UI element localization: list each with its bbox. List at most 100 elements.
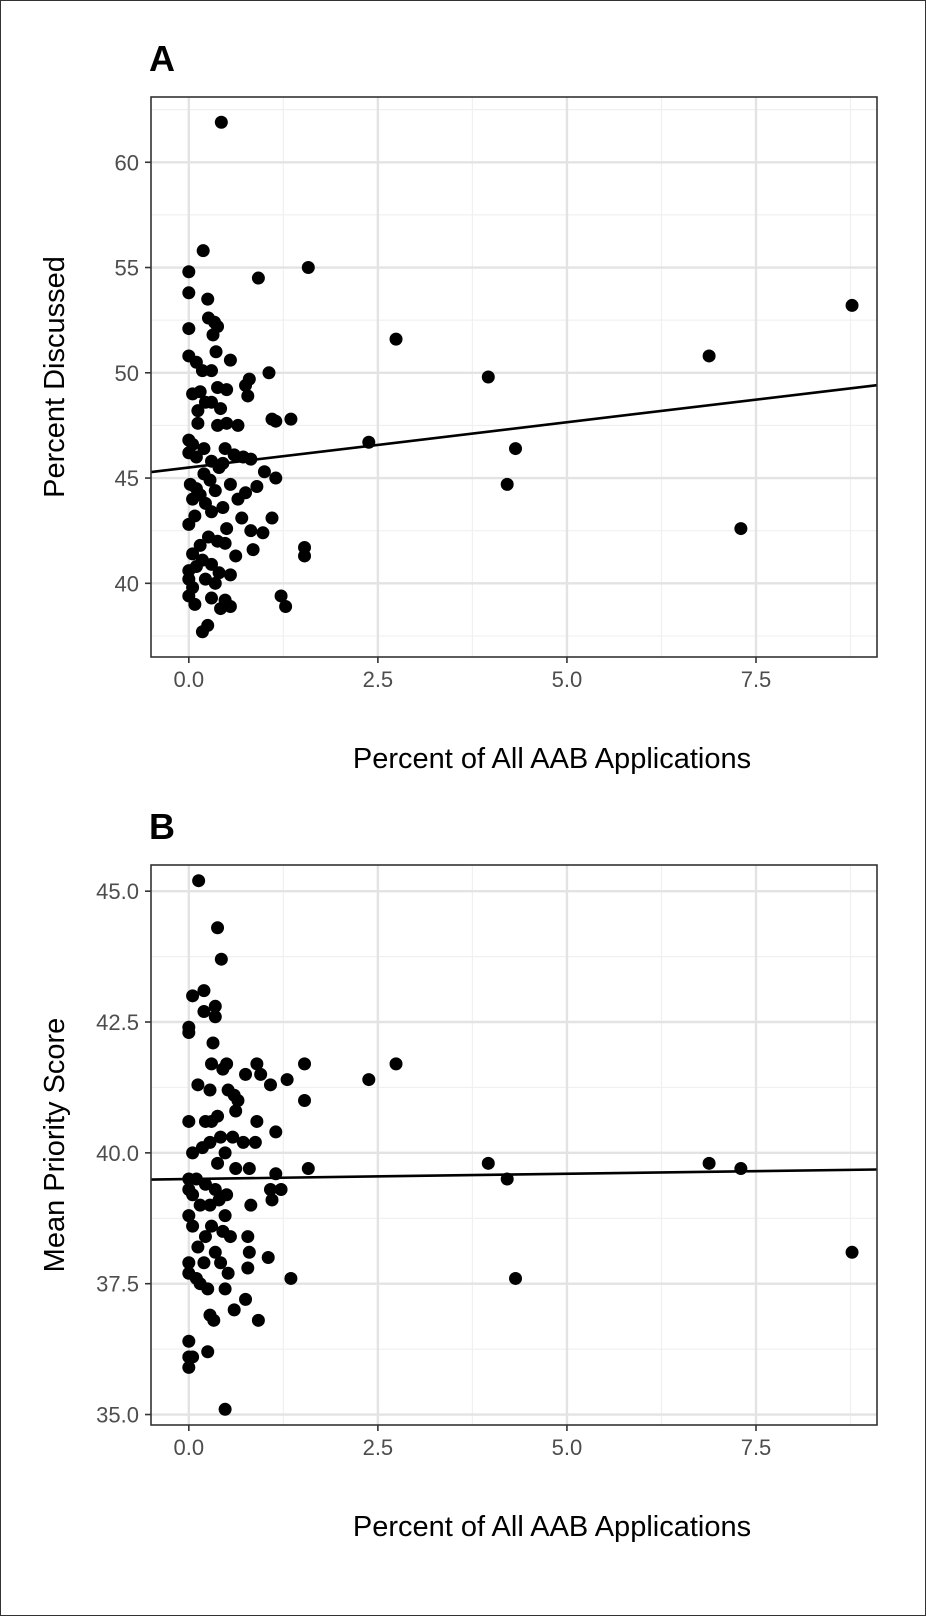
data-point (198, 1230, 212, 1244)
data-point (246, 543, 260, 557)
data-point (206, 328, 220, 342)
data-point (207, 1313, 221, 1327)
data-point (197, 984, 211, 998)
data-point (182, 1025, 196, 1039)
data-point (208, 999, 222, 1013)
y-tick-label: 40 (115, 571, 139, 596)
data-point (389, 332, 403, 346)
data-point (241, 389, 255, 403)
data-point (481, 1156, 495, 1170)
panel-a: 0.0 2.5 5.0 7.5 40 45 50 55 60 Percent of All AAB… (39, 38, 878, 775)
data-point (192, 874, 206, 888)
y-tick-label: 42.5 (96, 1010, 139, 1035)
data-point (203, 1083, 217, 1097)
data-point (186, 492, 200, 506)
data-point (203, 1135, 217, 1149)
data-point (244, 524, 258, 538)
data-point (218, 1402, 232, 1416)
data-point (214, 1256, 228, 1270)
data-point (182, 1114, 196, 1128)
y-tick-label: 35.0 (96, 1403, 139, 1428)
data-point (186, 547, 200, 561)
data-point (248, 1135, 262, 1149)
data-point (205, 1219, 218, 1233)
data-point (301, 261, 315, 275)
data-point (236, 1135, 250, 1149)
data-point (298, 1057, 312, 1071)
data-point (298, 549, 312, 563)
x-tick-label: 7.5 (741, 667, 772, 692)
data-point (191, 1240, 205, 1254)
data-point (214, 402, 228, 416)
data-point (218, 1209, 232, 1223)
data-point (256, 526, 270, 540)
data-point (227, 1303, 241, 1317)
data-point (250, 1114, 264, 1128)
data-point (223, 599, 237, 613)
data-point (229, 549, 243, 563)
data-point (241, 1261, 255, 1275)
data-point (211, 1109, 225, 1123)
data-point (250, 1057, 264, 1071)
data-point (195, 364, 209, 378)
data-point (218, 1282, 232, 1296)
data-point (251, 271, 265, 285)
data-point (188, 597, 202, 611)
data-point (218, 442, 232, 456)
data-point (205, 505, 218, 519)
data-point (191, 1078, 205, 1092)
data-point (197, 1005, 211, 1019)
data-point (244, 1198, 258, 1212)
data-point (265, 511, 279, 525)
data-point (186, 1146, 200, 1160)
data-point (301, 1162, 315, 1176)
data-point (254, 1067, 268, 1081)
data-point (208, 1010, 222, 1024)
data-point (223, 1230, 237, 1244)
x-axis-title: Percent of All AAB Applications (353, 1511, 751, 1543)
data-point (196, 244, 210, 258)
data-point (186, 1188, 200, 1202)
data-point (214, 952, 228, 966)
data-point (191, 404, 205, 418)
data-point (845, 298, 859, 312)
y-tick-label: 40.0 (96, 1141, 139, 1166)
data-point (186, 1219, 200, 1233)
data-point (274, 1182, 288, 1196)
data-point (269, 471, 283, 485)
data-point (239, 378, 253, 392)
data-point (191, 416, 205, 430)
data-point (223, 568, 237, 582)
data-point (362, 1073, 376, 1087)
data-point (284, 412, 298, 426)
data-point (239, 1292, 253, 1306)
data-point (481, 370, 495, 384)
data-point (182, 322, 196, 336)
data-point (216, 501, 230, 515)
data-point (208, 484, 222, 498)
x-tick-label: 0.0 (174, 1435, 205, 1460)
y-tick-label: 37.5 (96, 1272, 139, 1297)
data-point (229, 1162, 243, 1176)
data-point (214, 115, 228, 129)
y-axis-title: Mean Priority Score (39, 1018, 71, 1273)
panel-border (150, 96, 878, 658)
data-point (509, 442, 523, 456)
data-point (201, 1282, 215, 1296)
data-point (269, 414, 283, 428)
data-point (212, 566, 226, 580)
data-point (223, 477, 237, 491)
panel-border (150, 864, 878, 1426)
data-point (182, 517, 196, 531)
data-point (257, 465, 271, 479)
data-point (235, 511, 249, 525)
data-point (205, 557, 218, 571)
regression-line (150, 1168, 878, 1181)
data-point (211, 921, 225, 935)
panel-letter: A (149, 38, 175, 79)
data-point (279, 599, 293, 613)
data-point (214, 602, 228, 616)
x-tick-label: 2.5 (363, 1435, 394, 1460)
data-point (220, 522, 234, 536)
